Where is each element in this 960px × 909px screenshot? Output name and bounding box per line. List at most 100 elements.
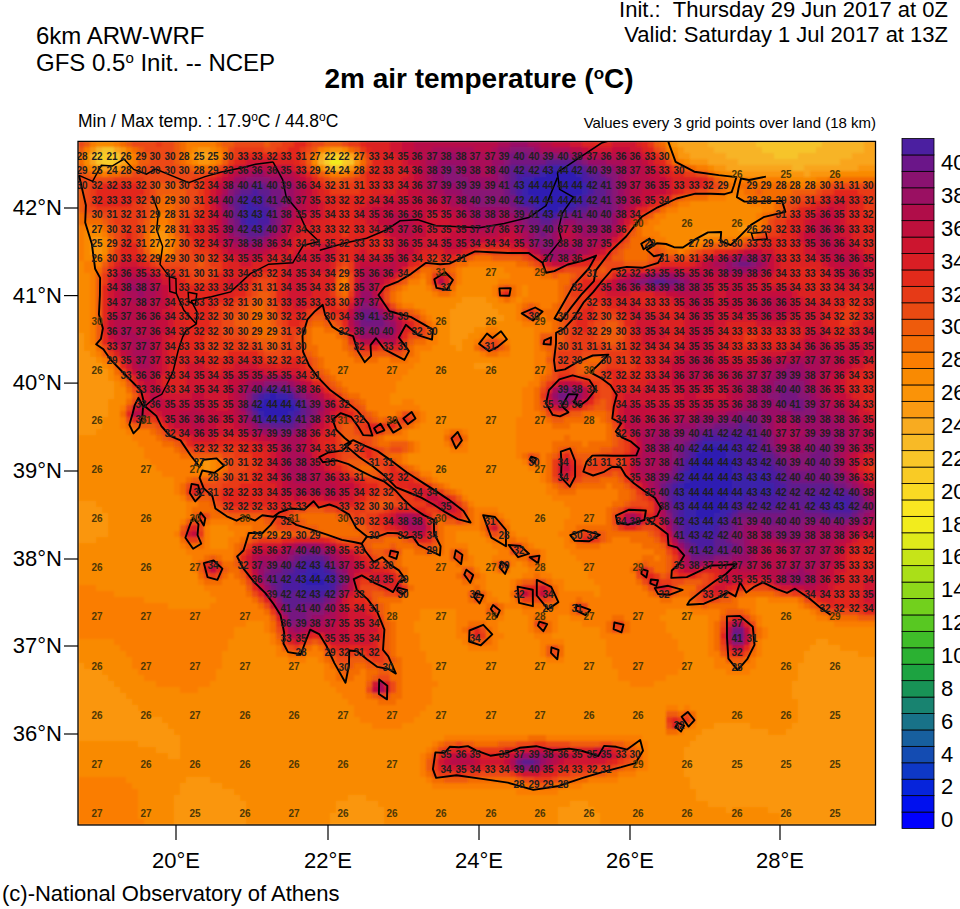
- svg-text:33: 33: [731, 326, 743, 337]
- svg-text:36: 36: [775, 297, 787, 308]
- svg-text:34: 34: [237, 268, 249, 279]
- svg-text:37: 37: [775, 428, 787, 439]
- svg-text:35: 35: [397, 151, 409, 162]
- svg-text:36: 36: [760, 545, 772, 556]
- svg-text:31: 31: [178, 224, 190, 235]
- svg-text:33: 33: [484, 764, 496, 775]
- svg-text:42: 42: [804, 487, 816, 498]
- svg-text:32: 32: [586, 311, 598, 322]
- svg-text:34: 34: [498, 764, 510, 775]
- svg-text:42: 42: [717, 530, 729, 541]
- svg-text:36: 36: [629, 428, 641, 439]
- svg-text:37: 37: [804, 545, 816, 556]
- svg-text:43: 43: [295, 574, 307, 585]
- svg-text:31: 31: [615, 341, 627, 352]
- svg-text:37: 37: [426, 180, 438, 191]
- svg-text:29: 29: [632, 562, 644, 573]
- svg-text:33: 33: [833, 297, 845, 308]
- svg-text:29: 29: [600, 326, 612, 337]
- svg-text:25: 25: [731, 759, 743, 770]
- svg-text:32: 32: [135, 180, 147, 191]
- svg-text:29: 29: [338, 268, 350, 279]
- svg-text:26: 26: [731, 808, 743, 819]
- svg-text:43: 43: [309, 560, 321, 571]
- svg-text:30: 30: [295, 530, 307, 541]
- svg-text:42: 42: [280, 589, 292, 600]
- svg-text:35: 35: [673, 268, 685, 279]
- svg-text:36: 36: [760, 297, 772, 308]
- svg-text:35: 35: [644, 165, 656, 176]
- svg-text:30: 30: [251, 297, 263, 308]
- svg-text:30: 30: [164, 180, 176, 191]
- svg-text:36: 36: [309, 487, 321, 498]
- svg-text:35: 35: [193, 384, 205, 395]
- svg-text:32: 32: [862, 195, 874, 206]
- svg-text:40: 40: [251, 384, 263, 395]
- svg-text:30: 30: [353, 516, 365, 527]
- svg-text:40: 40: [469, 195, 481, 206]
- svg-text:35: 35: [426, 209, 438, 220]
- svg-text:34: 34: [164, 326, 176, 337]
- svg-text:38: 38: [673, 282, 685, 293]
- svg-text:34: 34: [615, 297, 627, 308]
- svg-text:39: 39: [775, 443, 787, 454]
- svg-text:39: 39: [484, 180, 496, 191]
- svg-text:30: 30: [237, 311, 249, 322]
- svg-text:35: 35: [717, 282, 729, 293]
- svg-text:40: 40: [528, 764, 540, 775]
- svg-text:33: 33: [324, 297, 336, 308]
- svg-text:26: 26: [91, 562, 103, 573]
- svg-text:34: 34: [295, 238, 307, 249]
- svg-text:27: 27: [688, 238, 700, 249]
- svg-text:39: 39: [658, 472, 670, 483]
- svg-text:38: 38: [135, 282, 147, 293]
- svg-text:36: 36: [833, 224, 845, 235]
- svg-text:33: 33: [178, 297, 190, 308]
- svg-text:28: 28: [557, 779, 569, 790]
- svg-text:34: 34: [178, 384, 190, 395]
- svg-text:32: 32: [513, 589, 525, 600]
- svg-text:29: 29: [534, 267, 546, 278]
- svg-text:34: 34: [862, 326, 874, 337]
- svg-text:37: 37: [586, 151, 598, 162]
- svg-text:30: 30: [178, 253, 190, 264]
- svg-text:32: 32: [586, 530, 598, 541]
- svg-text:41: 41: [760, 443, 772, 454]
- svg-text:26: 26: [337, 808, 349, 819]
- svg-text:32: 32: [658, 589, 670, 600]
- svg-text:35: 35: [658, 268, 670, 279]
- svg-text:39: 39: [586, 224, 598, 235]
- svg-text:30: 30: [193, 268, 205, 279]
- svg-text:39: 39: [266, 560, 278, 571]
- svg-text:25: 25: [91, 238, 103, 249]
- svg-text:36: 36: [309, 384, 321, 395]
- svg-text:29: 29: [106, 238, 118, 249]
- svg-text:36: 36: [673, 370, 685, 381]
- svg-text:36: 36: [368, 268, 380, 279]
- svg-text:35: 35: [193, 399, 205, 410]
- svg-text:32: 32: [382, 472, 394, 483]
- svg-text:29: 29: [266, 530, 278, 541]
- svg-text:36: 36: [324, 472, 336, 483]
- svg-text:37: 37: [789, 545, 801, 556]
- svg-text:34: 34: [222, 282, 234, 293]
- svg-text:34: 34: [324, 268, 336, 279]
- svg-text:32: 32: [120, 209, 132, 220]
- svg-text:27: 27: [239, 611, 251, 622]
- svg-text:33: 33: [382, 341, 394, 352]
- svg-text:35: 35: [382, 224, 394, 235]
- svg-text:33: 33: [673, 180, 685, 191]
- svg-text:35: 35: [702, 311, 714, 322]
- svg-text:34: 34: [309, 282, 321, 293]
- svg-text:37: 37: [513, 224, 525, 235]
- svg-text:38: 38: [237, 238, 249, 249]
- svg-text:40: 40: [382, 326, 394, 337]
- svg-text:34: 34: [629, 384, 641, 395]
- svg-text:35: 35: [397, 195, 409, 206]
- svg-text:22: 22: [941, 446, 960, 471]
- svg-text:27: 27: [534, 464, 546, 475]
- svg-text:39: 39: [775, 370, 787, 381]
- svg-text:36: 36: [760, 560, 772, 571]
- svg-text:39: 39: [266, 428, 278, 439]
- svg-text:40: 40: [819, 443, 831, 454]
